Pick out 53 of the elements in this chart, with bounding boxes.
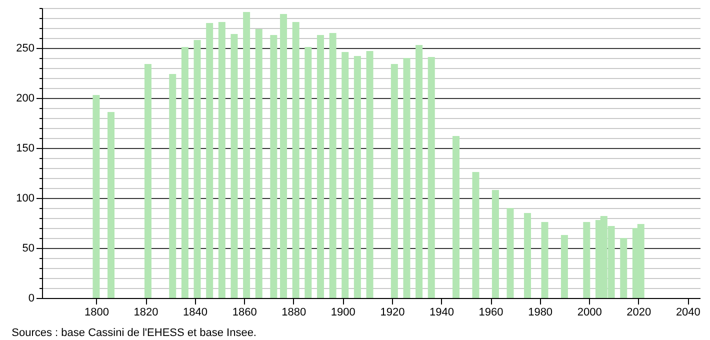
x-tick-label: 1940 bbox=[429, 306, 454, 318]
bar bbox=[342, 52, 349, 298]
bar bbox=[428, 57, 435, 298]
bar bbox=[181, 47, 188, 298]
x-tick-label: 1840 bbox=[183, 306, 208, 318]
bar bbox=[218, 22, 226, 298]
bar bbox=[169, 74, 176, 298]
x-tick-label: 1800 bbox=[84, 306, 109, 318]
bar bbox=[270, 35, 278, 298]
y-tick-label: 100 bbox=[16, 192, 34, 204]
source-note: Sources : base Cassini de l'EHESS et base Insee. bbox=[12, 327, 256, 339]
bar bbox=[366, 51, 374, 298]
bar bbox=[292, 22, 300, 298]
bar bbox=[560, 235, 568, 298]
y-tick-label: 0 bbox=[28, 292, 34, 304]
bar bbox=[354, 56, 361, 298]
bar bbox=[316, 35, 324, 298]
bar bbox=[206, 23, 214, 298]
bar bbox=[403, 58, 410, 298]
x-tick-label: 2020 bbox=[626, 306, 652, 318]
x-tick-label: 1860 bbox=[232, 306, 257, 318]
bar bbox=[230, 34, 238, 298]
bar bbox=[506, 208, 514, 298]
bar bbox=[390, 64, 398, 298]
bar bbox=[472, 172, 480, 298]
bar bbox=[583, 222, 590, 298]
bar bbox=[243, 12, 250, 298]
x-tick-label: 1920 bbox=[380, 306, 405, 318]
y-tick-label: 150 bbox=[16, 142, 34, 154]
bar bbox=[108, 112, 115, 298]
bar bbox=[144, 64, 152, 298]
bar bbox=[492, 190, 499, 298]
x-tick-label: 1880 bbox=[282, 306, 306, 318]
y-tick-label: 250 bbox=[16, 42, 34, 54]
bar bbox=[541, 222, 548, 298]
y-tick-label: 50 bbox=[22, 242, 34, 254]
bar bbox=[304, 47, 312, 298]
x-tick-label: 2000 bbox=[577, 306, 602, 318]
x-tick-label: 2040 bbox=[676, 306, 700, 318]
x-tick-label: 1960 bbox=[478, 306, 504, 318]
x-tick-label: 1980 bbox=[528, 306, 553, 318]
y-tick-label: 200 bbox=[16, 92, 34, 104]
bar bbox=[620, 238, 628, 298]
bar bbox=[416, 45, 423, 298]
x-tick-label: 1820 bbox=[134, 306, 158, 318]
bar bbox=[524, 213, 531, 298]
bar bbox=[452, 136, 460, 298]
bar bbox=[255, 29, 262, 298]
bar bbox=[194, 40, 201, 298]
bar bbox=[329, 33, 336, 298]
bar bbox=[280, 14, 288, 298]
x-tick-label: 1900 bbox=[330, 306, 356, 318]
bar bbox=[92, 95, 100, 298]
